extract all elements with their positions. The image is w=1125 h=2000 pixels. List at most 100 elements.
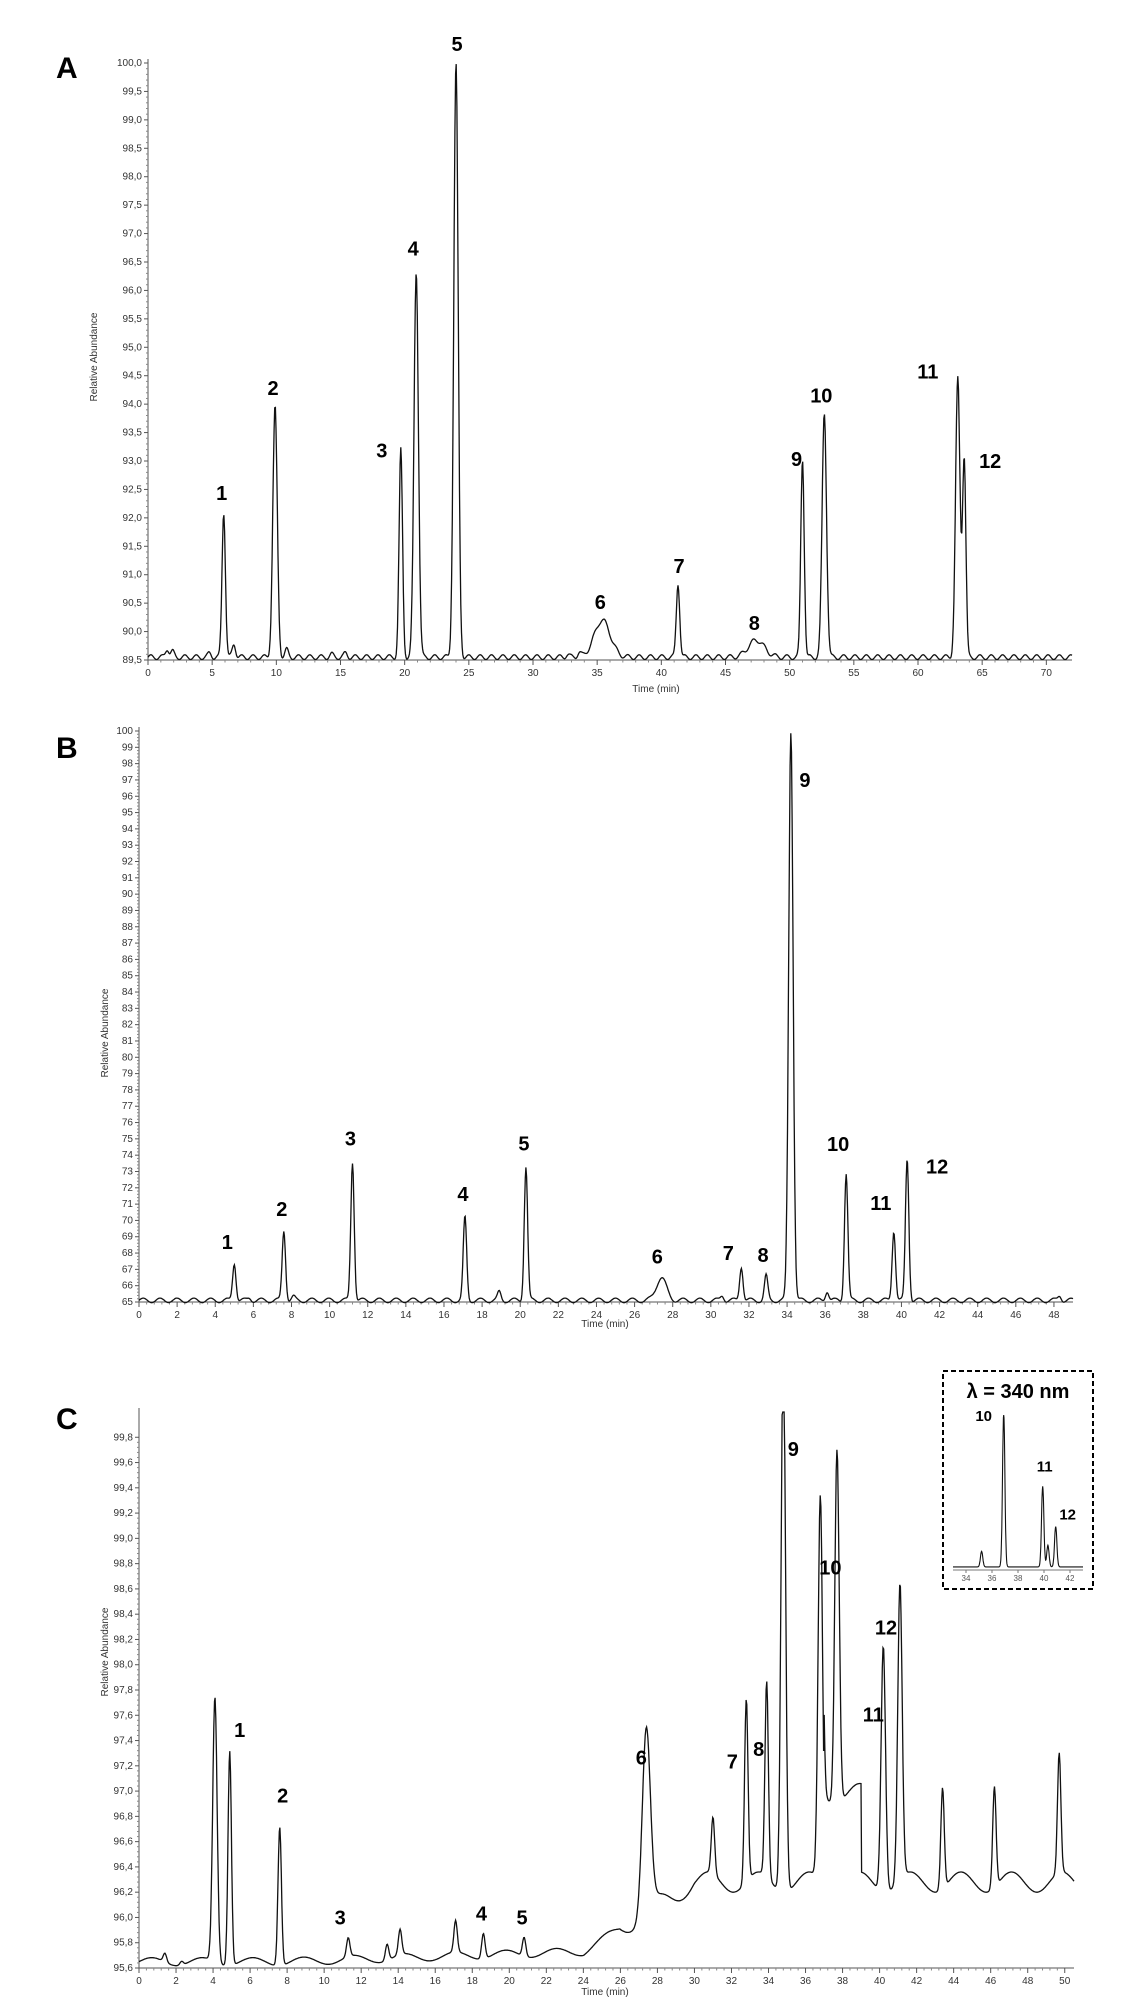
peak-label: 1 [234,1720,245,1742]
y-tick-label: 96,6 [114,1837,134,1848]
inset-x-tick-label: 34 [962,1574,971,1583]
x-tick-label: 12 [356,1976,368,1987]
y-tick-label: 68 [122,1248,134,1259]
y-tick-label: 91 [122,873,134,884]
x-tick-label: 0 [145,668,151,679]
x-tick-label: 32 [743,1310,755,1321]
inset-peak-label: 12 [1059,1507,1076,1524]
y-tick-label: 66 [122,1281,134,1292]
peak-label: 9 [788,1439,799,1461]
inset-340nm: λ = 340 nm 34 36 38 40 42 10 11 12 [942,1370,1094,1590]
x-tick-label: 44 [948,1976,960,1987]
x-tick-label: 8 [284,1976,290,1987]
y-tick-label: 93,0 [123,456,143,467]
y-tick-label: 90,0 [123,627,143,638]
x-tick-label: 16 [430,1976,442,1987]
y-tick-label: 96,4 [114,1862,134,1873]
peak-label: 4 [408,239,420,261]
x-tick-label: 36 [800,1976,812,1987]
y-tick-label: 72 [122,1183,134,1194]
y-tick-label: 83 [122,1003,134,1014]
inset-peak-label: 11 [1037,1458,1053,1475]
y-tick-label: 97,8 [114,1685,134,1696]
y-tick-label: 96,5 [123,257,143,268]
y-tick-label: 89 [122,905,134,916]
x-tick-label: 35 [592,668,604,679]
y-tick-label: 97 [122,775,134,786]
y-tick-label: 99,5 [123,86,143,97]
y-tick-label: 78 [122,1085,134,1096]
inset-x-tick-label: 36 [988,1574,997,1583]
y-tick-label: 98,5 [123,143,143,154]
inset-x-tick-label: 42 [1066,1574,1075,1583]
y-tick-label: 97,2 [114,1761,134,1772]
peak-label: 2 [267,378,278,400]
x-tick-label: 10 [319,1976,331,1987]
y-tick-label: 95 [122,808,134,819]
y-tick-label: 90,5 [123,598,143,609]
y-tick-label: 100,0 [117,58,142,69]
x-tick-label: 65 [977,668,989,679]
y-axis-title: Relative Abundance [100,988,111,1077]
peak-label: 7 [727,1751,738,1773]
y-axis-title: Relative Abundance [100,1607,111,1696]
y-tick-label: 97,6 [114,1710,134,1721]
x-tick-label: 40 [874,1976,886,1987]
y-tick-label: 95,5 [123,314,143,325]
y-tick-label: 76 [122,1118,134,1129]
x-tick-label: 50 [784,668,796,679]
x-tick-label: 24 [591,1310,603,1321]
peak-label: 2 [277,1786,288,1808]
y-tick-label: 95,6 [114,1963,134,1974]
y-tick-label: 97,0 [114,1786,134,1797]
y-tick-label: 99,0 [114,1533,134,1544]
y-tick-label: 93,5 [123,428,143,439]
y-tick-label: 96 [122,791,134,802]
y-tick-label: 96,0 [123,285,143,296]
x-tick-label: 32 [726,1976,738,1987]
x-tick-label: 38 [858,1310,870,1321]
y-tick-label: 96,0 [114,1912,134,1923]
peak-label: 12 [979,451,1001,473]
y-tick-label: 85 [122,971,134,982]
peak-label: 8 [758,1245,769,1267]
x-tick-label: 6 [247,1976,253,1987]
y-tick-label: 95,8 [114,1938,134,1949]
x-tick-label: 30 [689,1976,701,1987]
y-tick-label: 99 [122,742,134,753]
x-tick-label: 34 [782,1310,794,1321]
inset-peak-label: 10 [975,1408,992,1425]
x-tick-label: 4 [212,1310,218,1321]
y-tick-label: 98,6 [114,1584,134,1595]
x-tick-label: 0 [136,1976,142,1987]
y-tick-label: 92 [122,857,134,868]
x-tick-label: 38 [837,1976,849,1987]
x-tick-label: 10 [324,1310,336,1321]
y-tick-label: 71 [122,1199,134,1210]
y-tick-label: 93 [122,840,134,851]
y-tick-label: 96,2 [114,1887,134,1898]
y-axis-title: Relative Abundance [89,312,100,401]
peak-label: 10 [810,386,832,408]
peak-label: 10 [819,1557,841,1579]
y-tick-label: 69 [122,1232,134,1243]
peak-label: 4 [476,1903,488,1925]
peak-label: 11 [870,1193,891,1215]
peak-label: 11 [917,362,938,384]
y-tick-label: 98,4 [114,1609,134,1620]
x-tick-label: 2 [174,1310,180,1321]
peak-label: 7 [673,556,684,578]
x-tick-label: 15 [335,668,347,679]
y-tick-label: 88 [122,922,134,933]
peak-label: 8 [749,613,760,635]
chromatogram-trace [138,733,1074,1304]
inset-x-tick-label: 38 [1014,1574,1023,1583]
x-tick-label: 5 [209,668,215,679]
peak-label: 10 [827,1134,849,1156]
x-tick-label: 30 [527,668,539,679]
peak-label: 12 [875,1618,897,1640]
x-tick-label: 50 [1059,1976,1071,1987]
y-tick-label: 92,5 [123,484,143,495]
y-tick-label: 86 [122,954,134,965]
